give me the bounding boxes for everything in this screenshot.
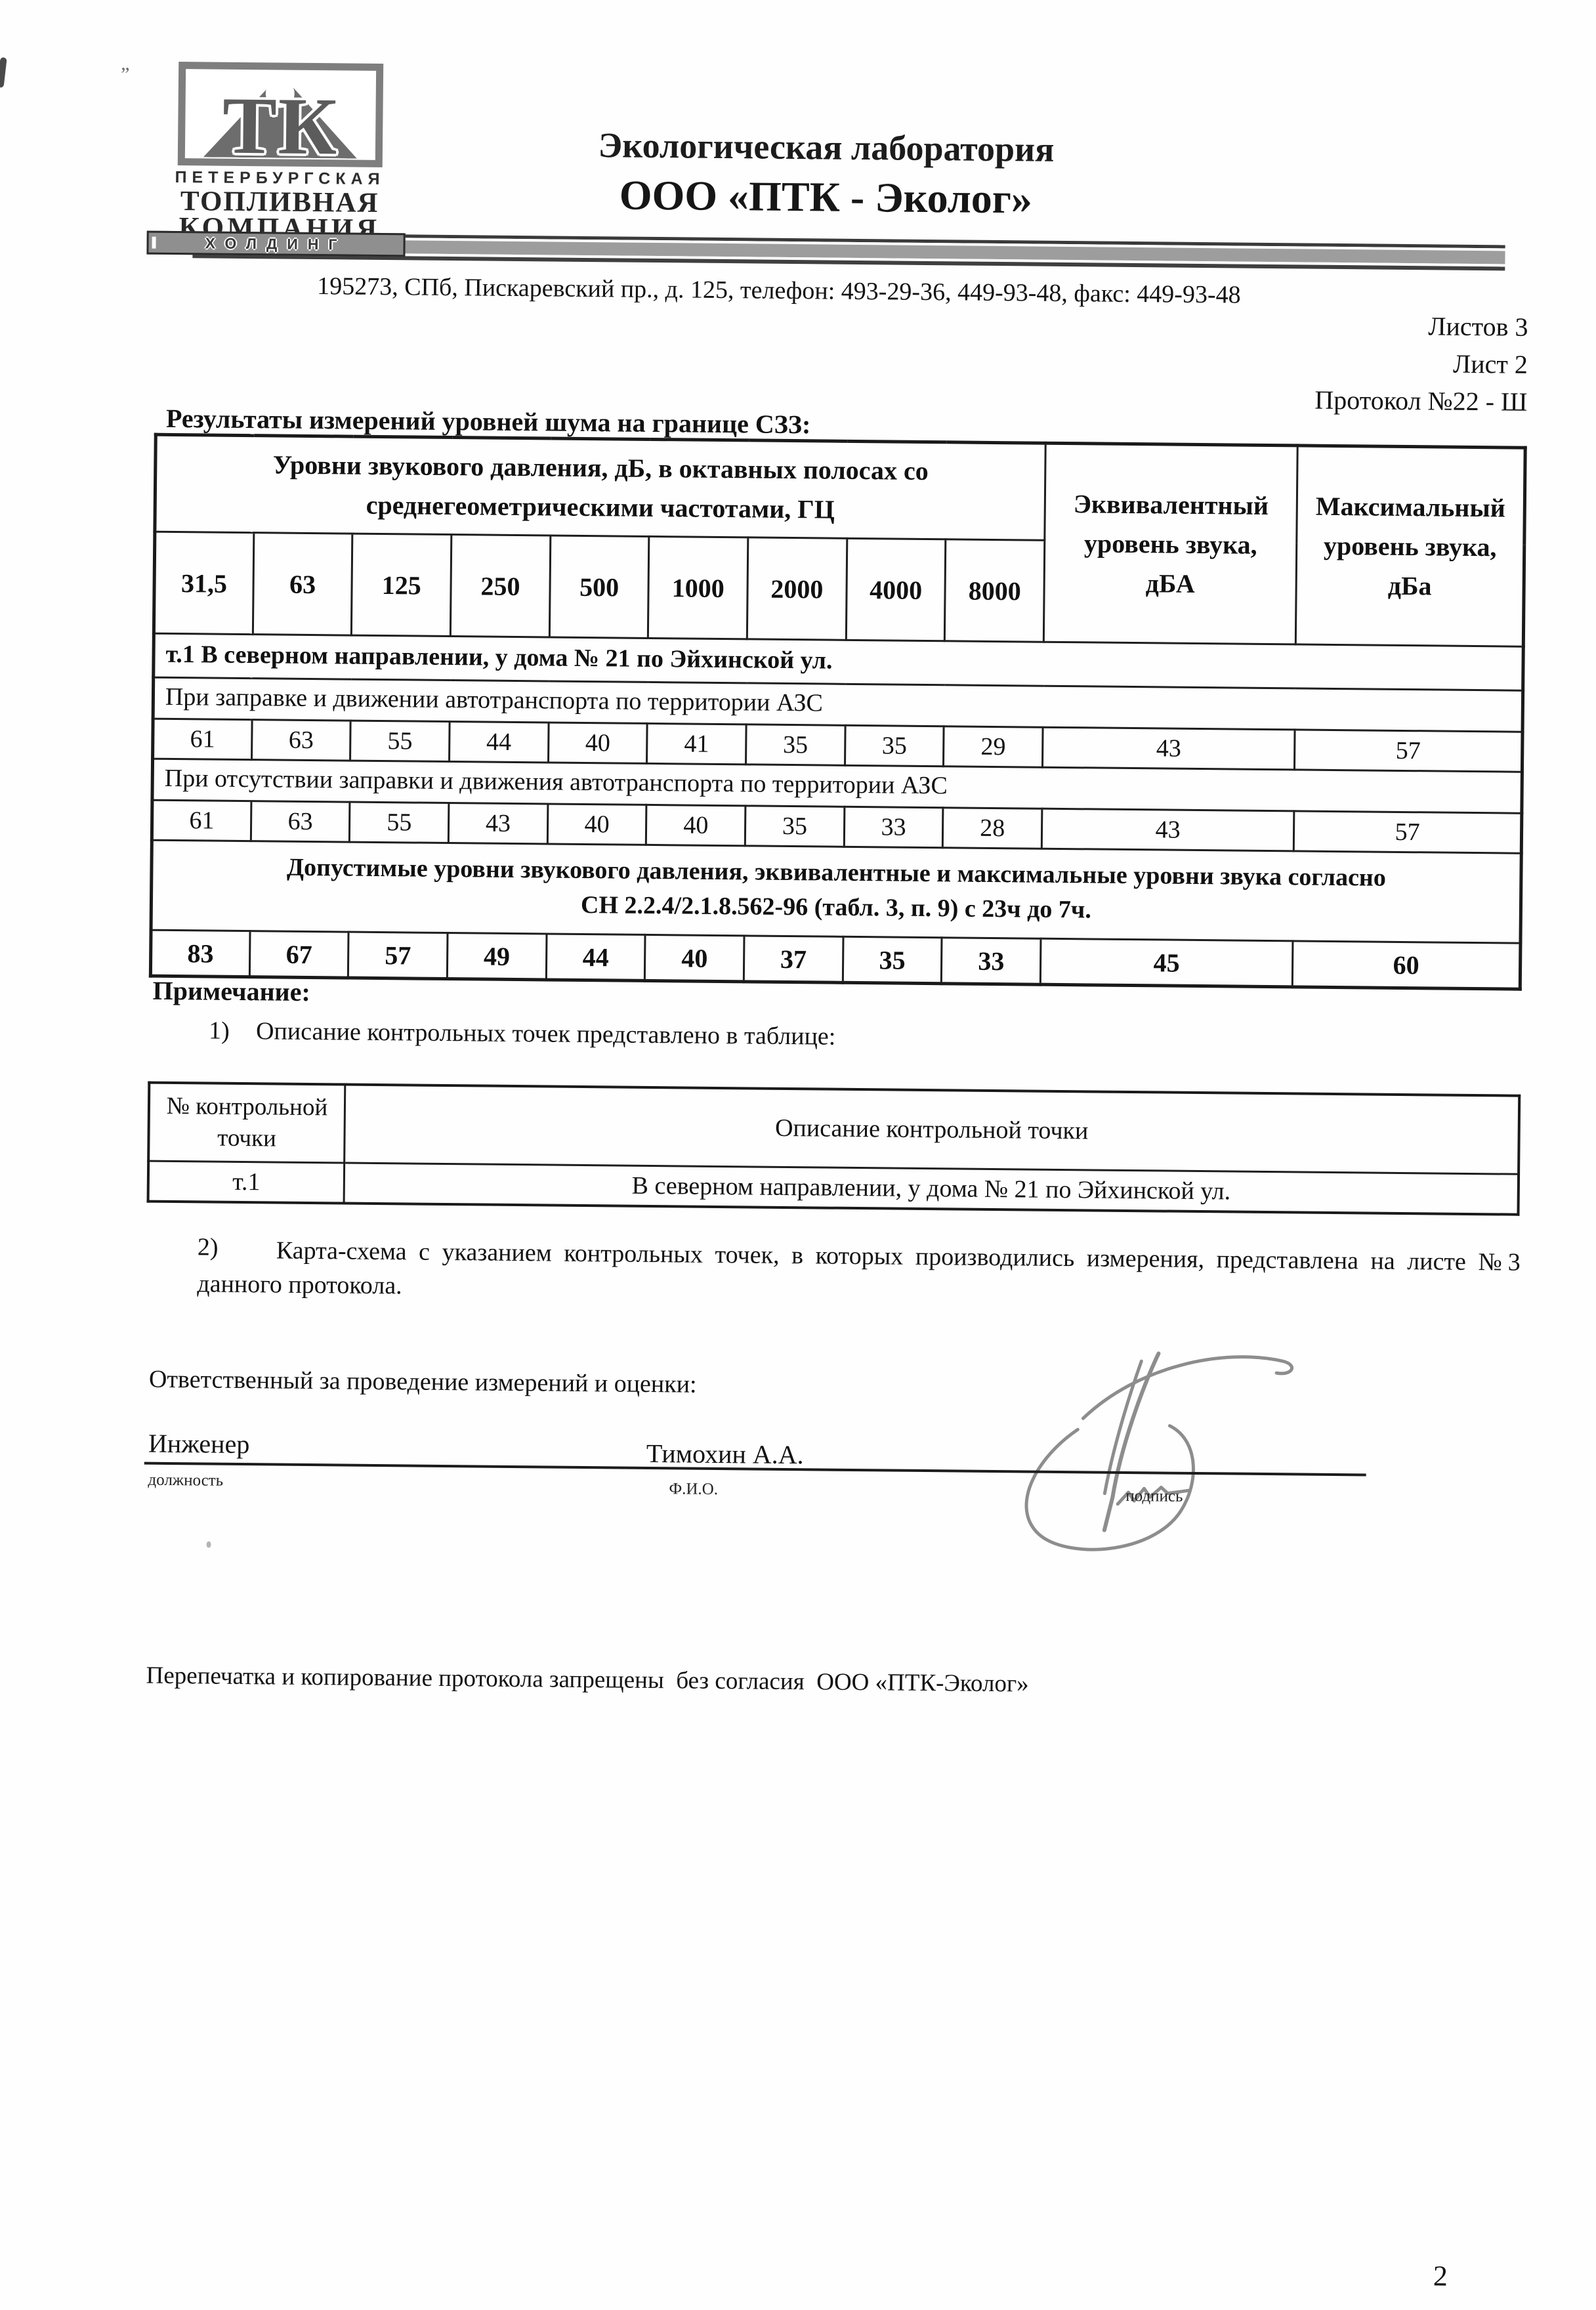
scan-artifact — [206, 1541, 211, 1548]
octave-value-cell: 33 — [844, 807, 944, 848]
table-header-row: Уровни звукового давления, дБ, в октавны… — [154, 434, 1526, 647]
equiv-value-cell: 43 — [1042, 727, 1295, 770]
page-number: 2 — [1433, 2259, 1448, 2292]
label-signature: подпись — [1125, 1486, 1183, 1505]
octave-value-cell: 44 — [449, 721, 549, 763]
band-dash-artifact — [152, 236, 156, 249]
octave-value-cell: 57 — [348, 932, 448, 979]
octave-value-cell: 41 — [646, 723, 747, 765]
signer-name: Тимохин А.А. — [646, 1438, 804, 1470]
octave-value-cell: 40 — [646, 805, 746, 846]
octave-value-cell: 63 — [251, 801, 350, 843]
note-item1-text: Описание контрольных точек представлено … — [255, 1017, 836, 1051]
equiv-value-cell: 45 — [1040, 938, 1293, 988]
octave-value-cell: 61 — [152, 719, 252, 760]
octave-value-cell: 33 — [941, 938, 1041, 985]
note-item1-number: 1) — [208, 1017, 230, 1045]
freq-tick-cell: 2000 — [747, 537, 847, 640]
octave-value-cell: 40 — [547, 803, 647, 845]
responsible-line: Ответственный за проведение измерений и … — [148, 1365, 697, 1398]
noise-results-table: Уровни звукового давления, дБ, в октавны… — [148, 432, 1527, 992]
octave-value-cell: 83 — [150, 930, 250, 977]
sheets-total: Листов 3 — [1428, 311, 1528, 342]
freq-tick-cell: 500 — [549, 535, 650, 639]
octave-value-cell: 35 — [745, 805, 845, 847]
freq-tick-cell: 8000 — [944, 539, 1045, 642]
octave-value-cell: 55 — [350, 721, 450, 762]
freq-tick-cell: 4000 — [846, 538, 946, 641]
octave-value-cell: 61 — [152, 800, 251, 841]
note-title: Примечание: — [152, 975, 311, 1007]
max-level-header-cell: Максимальный уровень звука, дБа — [1295, 445, 1526, 647]
lab-title: Экологическая лаборатория — [598, 125, 1055, 169]
freq-tick-cell: 1000 — [648, 536, 748, 639]
octave-value-cell: 40 — [548, 722, 648, 764]
octave-value-cell: 35 — [845, 725, 944, 766]
label-name: Ф.И.О. — [669, 1480, 719, 1499]
octave-value-cell: 28 — [942, 807, 1042, 849]
protocol-number: Протокол №22 - Ш — [1314, 385, 1528, 417]
handwritten-signature — [1024, 1351, 1293, 1551]
allowed-levels-header-cell: Допустимые уровни звукового давления, эк… — [151, 840, 1522, 944]
sheet-current: Лист 2 — [1452, 348, 1528, 379]
equivalent-level-header-cell: Эквивалентный уровень звука, дБА — [1043, 443, 1298, 644]
octave-value-cell: 29 — [943, 726, 1043, 768]
company-name: ООО «ПТК - Эколог» — [619, 171, 1033, 222]
doc-meta-block: Листов 3 Лист 2 Протокол №22 - Ш — [1314, 306, 1528, 421]
max-value-cell: 60 — [1292, 941, 1521, 990]
scan-artifact: ” — [120, 64, 130, 86]
logo-holding-band: ХОЛДИНГ — [146, 230, 406, 257]
octave-value-cell: 44 — [546, 934, 646, 981]
copy-prohibition-note: Перепечатка и копирование протокола запр… — [146, 1662, 1029, 1698]
octave-value-cell: 43 — [448, 803, 548, 844]
freq-tick-cell: 250 — [450, 534, 551, 637]
max-value-cell: 57 — [1294, 729, 1523, 772]
allowed-levels-header-row: Допустимые уровни звукового давления, эк… — [151, 840, 1522, 944]
freq-tick-cell: 63 — [253, 532, 353, 636]
octave-value-cell: 37 — [744, 936, 843, 983]
octave-value-cell: 49 — [447, 933, 547, 980]
octave-value-cell: 67 — [249, 931, 349, 978]
octave-value-cell: 40 — [644, 934, 745, 982]
octave-value-cell: 63 — [251, 719, 351, 761]
octave-value-cell: 35 — [843, 936, 942, 984]
point-description-header-cell: Описание контрольной точки — [344, 1084, 1520, 1175]
company-address: 195273, СПб, Пискаревский пр., д. 125, т… — [317, 272, 1241, 309]
note-item2-text: Карта-схема с указанием контрольных точе… — [197, 1236, 1521, 1300]
freq-band-header-cell: Уровни звукового давления, дБ, в октавны… — [154, 434, 1046, 541]
equiv-value-cell: 43 — [1041, 808, 1294, 851]
label-position: должность — [148, 1471, 224, 1490]
scan-artifact — [0, 57, 7, 88]
max-value-cell: 57 — [1293, 810, 1522, 854]
octave-value-cell: 35 — [746, 724, 845, 766]
freq-tick-cell: 125 — [351, 534, 452, 637]
points-table-header-row: № контрольной точки Описание контрольной… — [148, 1082, 1520, 1175]
control-points-table: № контрольной точки Описание контрольной… — [146, 1081, 1521, 1216]
point-number-header-cell: № контрольной точки — [148, 1082, 345, 1164]
signer-position: Инженер — [148, 1428, 250, 1460]
point-number-cell: т.1 — [148, 1161, 345, 1204]
octave-value-cell: 55 — [349, 802, 449, 843]
logo-holding-label: ХОЛДИНГ — [205, 234, 347, 253]
freq-tick-cell: 31,5 — [154, 532, 254, 635]
